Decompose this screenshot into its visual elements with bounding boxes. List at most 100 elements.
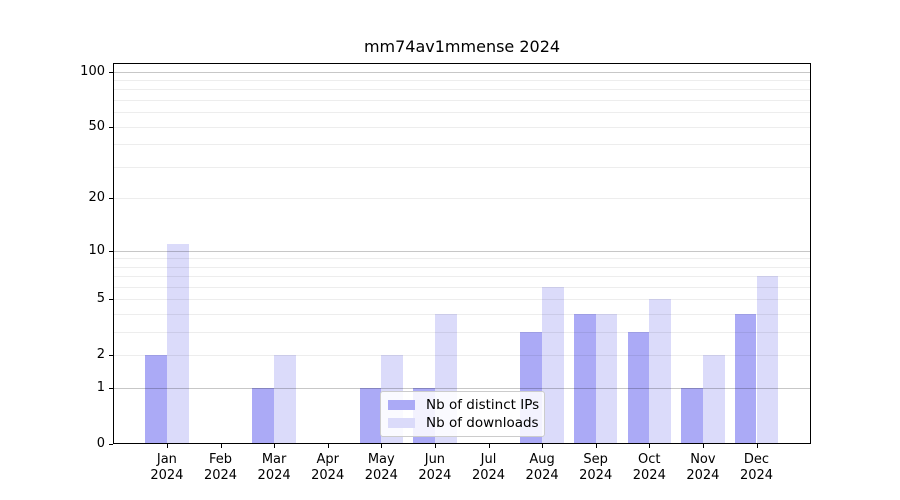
x-tick-nov-2024: [702, 444, 704, 448]
x-tick-oct-2024: [649, 444, 651, 448]
x-tick-label-line: Apr: [316, 452, 339, 467]
gridline-minor-7: [114, 276, 810, 278]
x-tick-label-line: 2024: [203, 468, 238, 483]
y-tick-label-20: 20: [88, 190, 105, 206]
gridline-minor-8: [114, 266, 810, 268]
x-tick-may-2024: [381, 444, 383, 448]
chart-title: mm74av1mmense 2024: [363, 37, 561, 56]
y-tick-label-0: 0: [96, 436, 105, 451]
legend-label-downloads: Nb of downloads: [426, 415, 539, 431]
x-tick-label-line: Dec: [743, 452, 770, 467]
gridline-major-10: [114, 250, 810, 252]
x-tick-label-may-2024: May 2024: [354, 452, 408, 484]
y-tick-10: [109, 250, 113, 252]
gridline-minor-9: [114, 258, 810, 260]
x-tick-label-line: 2024: [364, 468, 398, 483]
gridline-minor-20: [114, 198, 810, 200]
y-tick-label-5: 5: [96, 291, 105, 307]
x-tick-label-line: May: [367, 452, 395, 467]
x-tick-label-mar-2024: Mar 2024: [247, 452, 301, 484]
x-tick-feb-2024: [220, 444, 222, 448]
x-tick-sep-2024: [595, 444, 597, 448]
x-tick-label-line: Feb: [208, 452, 233, 467]
x-tick-label-line: 2024: [311, 468, 345, 483]
gridline-minor-40: [114, 144, 810, 146]
x-tick-label-line: 2024: [150, 468, 184, 483]
gridline-minor-30: [114, 166, 810, 168]
x-tick-label-line: 2024: [632, 468, 666, 483]
gridline-minor-6: [114, 287, 810, 288]
gridline-major-1: [114, 388, 810, 390]
gridline-minor-60: [114, 112, 810, 114]
y-tick-5: [109, 299, 113, 301]
x-tick-label-line: 2024: [739, 468, 774, 483]
x-tick-label-line: Aug: [529, 452, 555, 467]
gridline-minor-70: [114, 100, 810, 101]
x-tick-jun-2024: [434, 444, 436, 448]
legend-swatch-downloads: [388, 418, 415, 428]
gridline-minor-4: [114, 314, 810, 316]
bar-downloads-aug-2024: [542, 287, 564, 444]
chart-legend: Nb of distinct IPs Nb of downloads: [380, 391, 545, 437]
x-tick-label-dec-2024: Dec 2024: [730, 452, 784, 484]
gridline-minor-50: [114, 126, 810, 128]
x-tick-label-line: 2024: [686, 468, 720, 483]
x-tick-label-line: 2024: [257, 468, 291, 483]
x-tick-label-line: Oct: [638, 452, 661, 467]
gridline-minor-3: [114, 332, 810, 334]
x-tick-label-nov-2024: Nov 2024: [676, 452, 730, 484]
x-tick-label-line: Jul: [480, 452, 497, 467]
y-tick-label-2: 2: [96, 347, 105, 363]
x-tick-label-line: 2024: [471, 468, 506, 483]
x-tick-label-jan-2024: Jan 2024: [140, 452, 194, 484]
x-tick-label-line: Sep: [583, 452, 608, 467]
x-tick-label-aug-2024: Aug 2024: [515, 452, 569, 484]
x-tick-label-apr-2024: Apr 2024: [301, 452, 355, 484]
bar-downloads-mar-2024: [274, 355, 296, 444]
x-tick-label-line: Nov: [690, 452, 716, 467]
y-tick-20: [109, 198, 113, 200]
gridline-minor-2: [114, 355, 810, 357]
y-tick-50: [109, 126, 113, 128]
y-tick-100: [109, 71, 113, 73]
x-tick-label-jun-2024: Jun 2024: [408, 452, 462, 484]
y-tick-0: [109, 444, 113, 445]
x-tick-label-jul-2024: Jul 2024: [462, 452, 516, 484]
x-tick-label-line: Jun: [424, 452, 446, 467]
x-tick-jan-2024: [166, 444, 168, 448]
y-tick-label-100: 100: [80, 63, 105, 79]
bar-distinct-ips-jan-2024: [145, 355, 167, 444]
bar-downloads-oct-2024: [649, 299, 671, 444]
x-tick-label-feb-2024: Feb 2024: [194, 452, 248, 484]
bar-distinct-ips-mar-2024: [252, 388, 275, 444]
gridline-minor-5: [114, 299, 810, 301]
y-tick-label-10: 10: [88, 242, 105, 258]
legend-label-distinct-ips: Nb of distinct IPs: [426, 397, 540, 413]
x-tick-label-line: 2024: [525, 468, 559, 483]
bar-distinct-ips-dec-2024: [734, 314, 757, 444]
bar-downloads-nov-2024: [702, 355, 725, 444]
x-tick-label-line: 2024: [418, 468, 452, 483]
x-tick-mar-2024: [274, 444, 276, 448]
y-tick-2: [109, 355, 113, 357]
y-tick-label-50: 50: [88, 118, 105, 134]
x-tick-apr-2024: [327, 444, 329, 448]
bar-distinct-ips-nov-2024: [681, 388, 703, 444]
bar-distinct-ips-sep-2024: [574, 314, 596, 444]
bar-downloads-dec-2024: [756, 276, 779, 444]
x-tick-label-sep-2024: Sep 2024: [569, 452, 623, 484]
legend-item-downloads: Nb of downloads: [388, 415, 539, 431]
x-tick-label-line: Jan: [156, 452, 177, 467]
y-tick-label-1: 1: [96, 380, 105, 396]
x-tick-label-line: Mar: [261, 452, 287, 467]
x-tick-label-line: 2024: [579, 468, 613, 483]
x-tick-jul-2024: [488, 444, 490, 448]
bar-downloads-jan-2024: [166, 243, 189, 444]
legend-item-distinct-ips: Nb of distinct IPs: [388, 397, 540, 413]
legend-swatch-distinct-ips: [388, 400, 415, 410]
y-tick-1: [109, 388, 113, 390]
x-tick-dec-2024: [756, 444, 758, 448]
x-tick-label-oct-2024: Oct 2024: [622, 452, 676, 484]
gridline-minor-90: [114, 80, 810, 81]
